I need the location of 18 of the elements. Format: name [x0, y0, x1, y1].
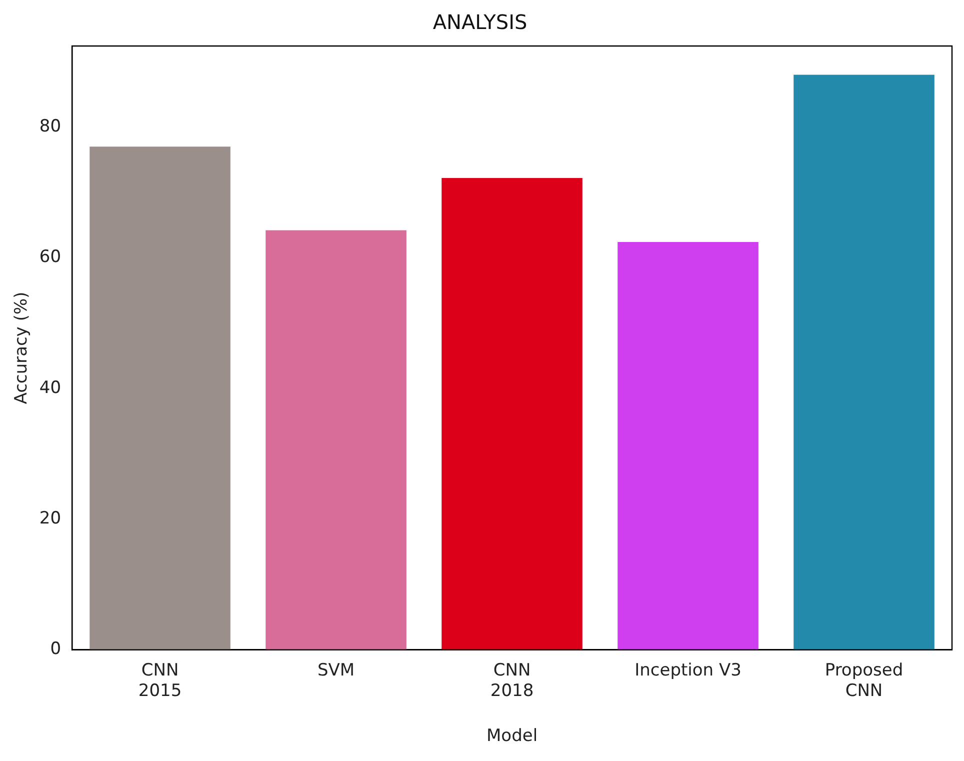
x-tick-label: SVM [317, 660, 355, 680]
y-tick-label: 60 [39, 247, 62, 268]
y-tick-label: 0 [50, 639, 62, 660]
bar [618, 242, 758, 650]
y-tick-label: 40 [39, 378, 62, 398]
x-axis-title: Model [486, 726, 538, 746]
y-tick-label: 20 [39, 508, 62, 529]
bar [442, 178, 582, 650]
x-tick-label: CNN 2015 [138, 660, 182, 701]
y-axis-title: Accuracy (%) [12, 292, 32, 404]
bar [90, 146, 230, 650]
x-tick-label: Proposed CNN [824, 660, 904, 701]
bar [266, 230, 406, 650]
chart-title: ANALYSIS [432, 10, 528, 34]
bar [794, 74, 934, 650]
x-tick-label: Inception V3 [634, 660, 742, 680]
y-tick-label: 80 [39, 116, 62, 136]
x-tick-label: CNN 2018 [490, 660, 534, 701]
